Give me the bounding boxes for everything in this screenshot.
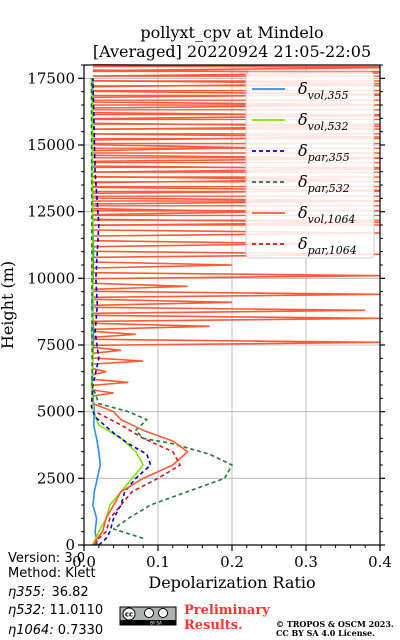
vol-1064-spike <box>92 367 107 376</box>
copyright-line-2: CC BY SA 4.0 License. <box>276 628 375 638</box>
vol-1064-spike <box>92 378 129 387</box>
axis-ticks: 0.0 0.1 0.2 0.3 0.4 0 2500 5000 7500 10000 12500 15… <box>27 64 392 571</box>
by-person-icon <box>144 608 154 618</box>
legend-label: δvol,355 <box>298 79 349 102</box>
eta1064-value: 0.7330 <box>58 623 104 638</box>
cc-icon <box>122 607 136 621</box>
vol-1064-spike <box>92 346 122 355</box>
chart-legend: δvol,355 δvol,532 δpar,355 δpar,532 δvol,106… <box>245 71 375 259</box>
series-lines <box>90 78 233 546</box>
eta355-label: η355: <box>8 585 45 600</box>
eta1064-label: η1064: <box>8 623 54 638</box>
eta1064-text: η1064: 0.7330 <box>8 623 103 638</box>
eta532-label: η532: <box>8 603 45 618</box>
y-tick-label: 15000 <box>27 136 75 154</box>
x-tick-label: 0.4 <box>368 553 392 571</box>
legend-entries: δvol,355 δvol,532 δpar,355 δpar,532 δvol,106… <box>252 79 357 257</box>
eta355-value: 36.82 <box>51 585 88 600</box>
y-tick-label: 17500 <box>27 69 75 87</box>
legend-label: δvol,1064 <box>298 203 356 226</box>
vol-1064-spike <box>92 330 136 339</box>
eta532-text: η532: 11.0110 <box>8 603 103 618</box>
vol-1064-spike <box>92 306 366 315</box>
y-tick-label: 5000 <box>37 403 75 421</box>
vol-1064-spike <box>92 282 188 291</box>
y-tick-label: 12500 <box>27 203 75 221</box>
preliminary-text-line-1: Preliminary <box>184 603 270 618</box>
retrieval-info: Version: 3.0 Method: Klett η355: 36.82 η5… <box>8 551 103 638</box>
y-tick-label: 0 <box>65 536 75 554</box>
vol-1064-spike <box>92 298 233 307</box>
series-line <box>94 410 181 546</box>
x-axis-label: Depolarization Ratio <box>148 573 315 592</box>
preliminary-text-line-2: Results. <box>184 618 243 633</box>
vol-1064-spike <box>92 357 144 365</box>
series-line <box>91 78 102 546</box>
series-line <box>92 402 189 546</box>
cc-icon-text: cc <box>125 611 133 619</box>
eta532-value: 11.0110 <box>49 603 103 618</box>
version-text: Version: 3.0 <box>8 551 85 566</box>
legend-label: δpar,1064 <box>298 234 357 257</box>
legend-label: δpar,355 <box>298 141 350 164</box>
y-tick-label: 7500 <box>37 336 75 354</box>
vol-1064-spike <box>92 389 114 397</box>
series-line <box>90 78 233 540</box>
badge-strip <box>120 620 176 625</box>
chart-title-line-1: pollyxt_cpv at Mindelo <box>140 23 323 42</box>
cc-by-sa-license-badge: cc BY SA <box>119 606 177 626</box>
legend-box <box>245 71 375 259</box>
y-tick-label: 2500 <box>37 469 75 487</box>
chart-title-line-2: [Averaged] 20220924 21:05-22:05 <box>93 42 371 61</box>
x-tick-label: 0.2 <box>220 553 244 571</box>
vol-1064-spike <box>92 322 210 331</box>
method-text: Method: Klett <box>8 566 96 581</box>
badge-label: BY SA <box>150 621 162 626</box>
y-axis-label: Height (m) <box>0 261 17 349</box>
y-tick-label: 10000 <box>27 269 75 287</box>
x-tick-label: 0.0 <box>72 553 96 571</box>
copyright-line-1: © TROPOS & OSCM 2023. <box>276 619 394 629</box>
x-tick-label: 0.1 <box>146 553 170 571</box>
x-tick-label: 0.3 <box>294 553 318 571</box>
sa-share-icon <box>158 608 168 618</box>
eta355-text: η355: 36.82 <box>8 585 89 600</box>
series-line <box>90 78 152 546</box>
legend-label: δpar,532 <box>298 172 350 195</box>
vol-1064-spike <box>92 261 233 269</box>
legend-label: δvol,532 <box>298 110 349 133</box>
